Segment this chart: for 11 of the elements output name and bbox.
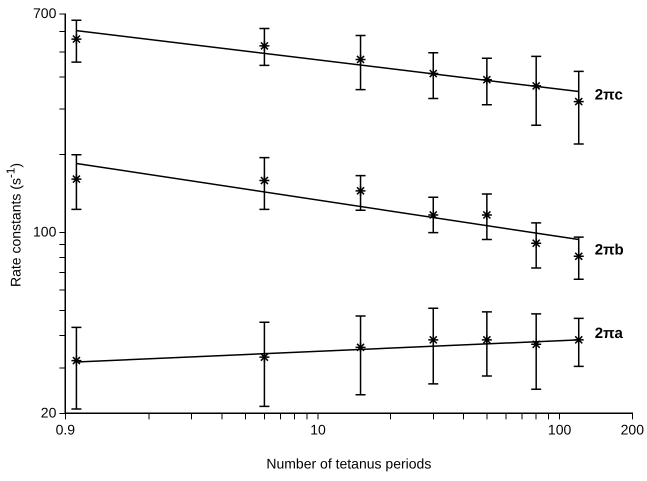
series-label: 2πb — [594, 241, 624, 258]
y-tick-label: 700 — [33, 4, 57, 21]
y-tick-label: 20 — [40, 404, 57, 420]
x-tick-label: 100 — [548, 422, 572, 438]
x-axis-title: Number of tetanus periods — [266, 455, 432, 472]
x-tick-label: 0.9 — [56, 422, 76, 438]
series-label: 2πc — [594, 86, 623, 104]
x-tick-label: 200 — [620, 422, 644, 438]
y-tick-label: 100 — [33, 223, 57, 240]
x-tick-label: 10 — [310, 422, 326, 438]
series-label: 2πa — [594, 324, 624, 342]
